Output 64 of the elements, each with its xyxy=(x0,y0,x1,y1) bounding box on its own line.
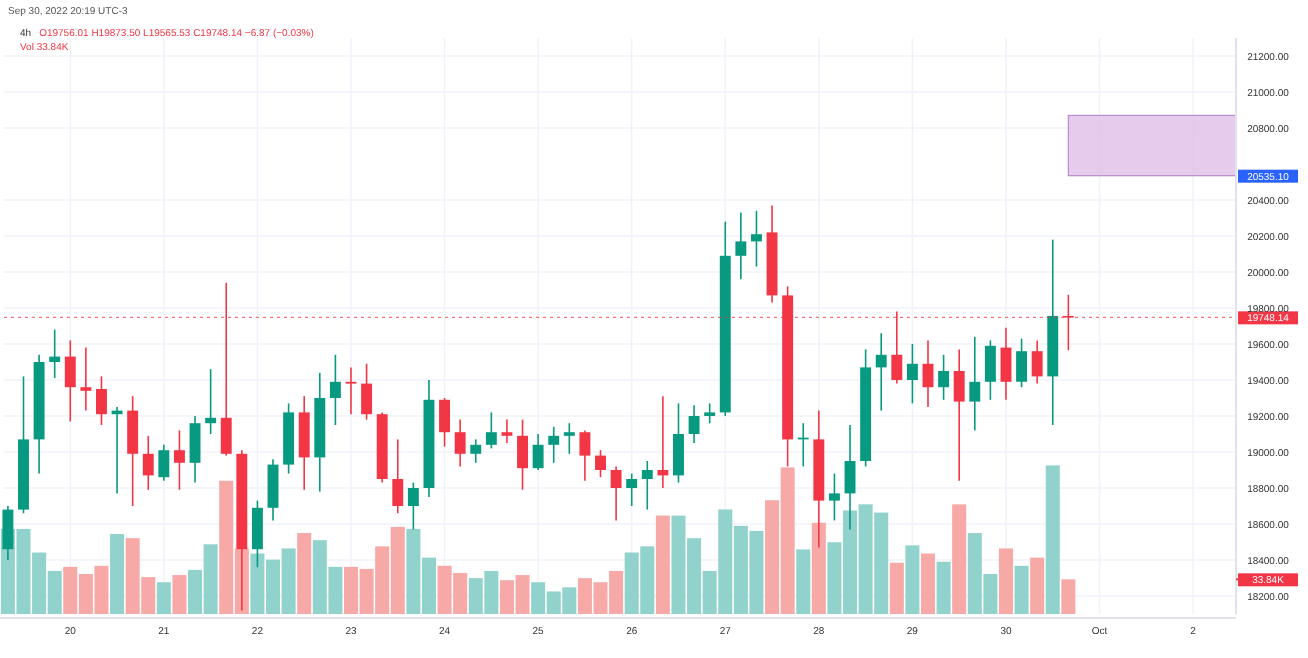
candlestick xyxy=(688,404,700,444)
candlestick xyxy=(189,415,201,484)
bar xyxy=(1030,557,1045,614)
candlestick xyxy=(906,343,918,405)
candlestick xyxy=(361,363,373,421)
candlestick xyxy=(953,348,965,482)
bar xyxy=(998,548,1013,614)
candlestick xyxy=(501,418,513,444)
candlestick xyxy=(532,433,544,471)
bar xyxy=(172,575,187,614)
candlestick xyxy=(938,354,950,401)
candlestick xyxy=(828,472,840,522)
candlestick xyxy=(563,422,575,455)
bar xyxy=(905,545,920,614)
candlestick xyxy=(875,332,887,412)
candlestick xyxy=(579,429,591,482)
bar xyxy=(110,534,125,614)
candlestick xyxy=(626,472,638,507)
candlestick xyxy=(595,449,606,478)
candlestick xyxy=(329,354,341,426)
bar xyxy=(936,561,951,614)
candlestick xyxy=(142,435,154,491)
candlestick xyxy=(392,438,404,514)
candlestick xyxy=(610,465,622,522)
candlestick xyxy=(127,395,139,507)
candlestick xyxy=(205,368,217,435)
candlestick xyxy=(298,395,310,491)
candlestick xyxy=(984,339,996,401)
candlestick xyxy=(673,402,684,484)
candlestick xyxy=(173,429,185,491)
candlestick xyxy=(1000,327,1012,401)
candlestick xyxy=(751,210,762,268)
candlestick xyxy=(439,397,451,448)
candlestick xyxy=(735,211,747,280)
candlestick xyxy=(922,339,934,408)
bar xyxy=(655,515,670,614)
bar xyxy=(1061,579,1076,614)
candlestick xyxy=(485,411,497,450)
candlestick xyxy=(470,438,482,464)
candlestick xyxy=(49,328,61,379)
bar xyxy=(796,549,811,614)
candlestick xyxy=(548,426,560,464)
candlestick xyxy=(704,402,716,424)
bar xyxy=(1045,465,1060,614)
candlestick xyxy=(345,366,357,415)
candlestick xyxy=(80,346,92,412)
candlestick xyxy=(1016,337,1028,388)
candlestick xyxy=(158,444,170,482)
bar xyxy=(811,522,826,614)
candlestick xyxy=(96,375,107,426)
candlestick xyxy=(657,395,669,489)
candlestick xyxy=(454,418,466,468)
candlestick xyxy=(641,460,653,511)
candlestick xyxy=(64,339,76,423)
candlestick xyxy=(517,418,528,491)
bar xyxy=(156,582,171,614)
bar xyxy=(1014,565,1029,614)
candlestick xyxy=(969,336,981,432)
bar xyxy=(889,562,904,614)
bar xyxy=(920,553,936,614)
bar xyxy=(952,504,967,614)
candlestick xyxy=(1031,339,1043,385)
candlestick xyxy=(267,458,279,522)
bar xyxy=(297,533,312,614)
